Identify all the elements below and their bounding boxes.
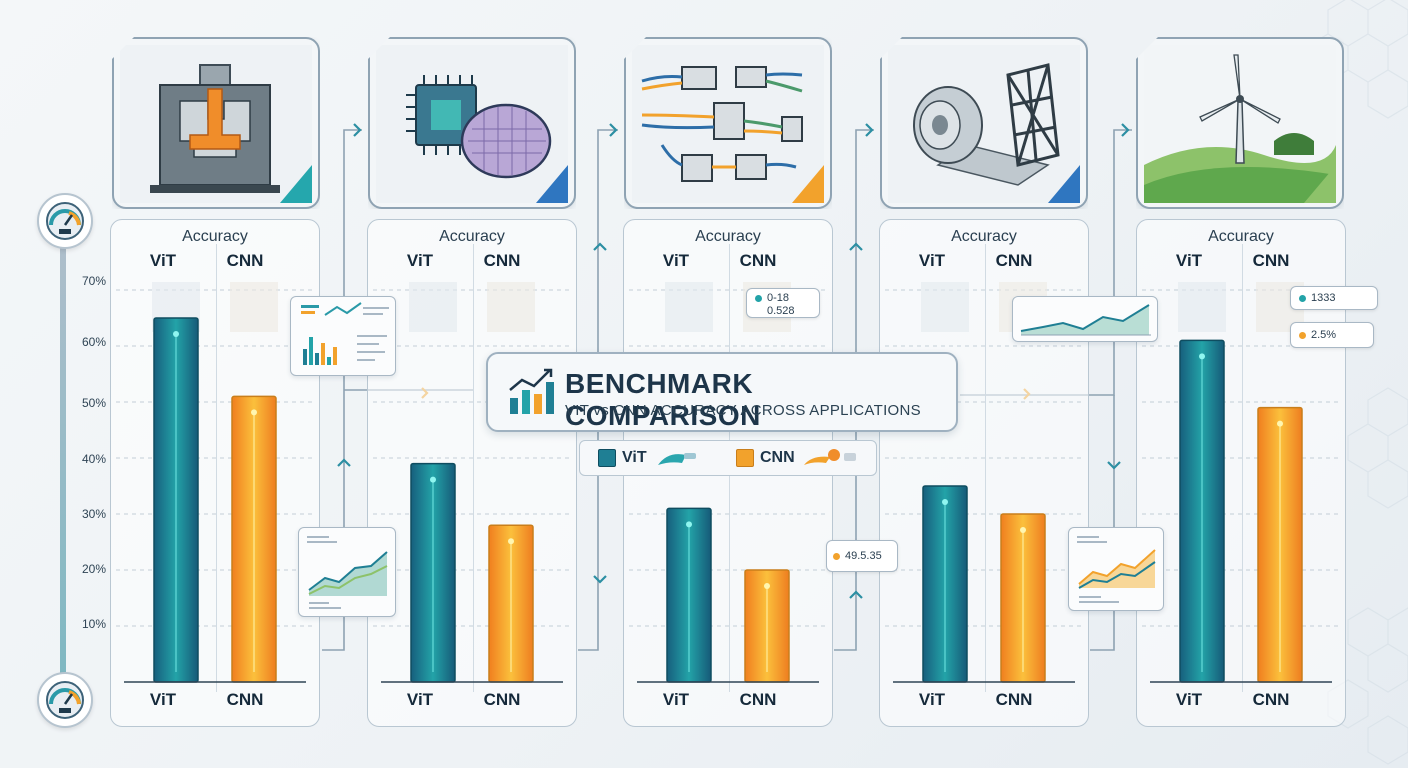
semiconductor-wafer-icon <box>368 37 576 209</box>
wind-turbine-icon <box>1136 37 1344 209</box>
title-box: BENCHMARK COMPARISON VIT vs CNN ACCURACY… <box>486 352 958 432</box>
tag-value: 1333 <box>1311 292 1336 304</box>
legend: ViT CNN <box>579 440 877 476</box>
accuracy-panel: Accuracy ViT CNN ViT CNN <box>879 219 1089 727</box>
cnn-bar-label: CNN <box>995 690 1033 709</box>
column-divider <box>473 244 474 692</box>
column-divider <box>1242 244 1243 692</box>
cnn-column-label: CNN <box>483 251 521 270</box>
mini-line-chart-card <box>1012 296 1158 342</box>
bar-backdrop <box>921 282 969 332</box>
vit-bar-label: ViT <box>918 690 946 709</box>
mini-area-chart-card <box>298 527 396 617</box>
accuracy-panel: Accuracy ViT CNN ViT CNN <box>110 219 320 727</box>
wire-harness-connectors-icon <box>624 37 832 209</box>
steel-coil-structure-icon <box>880 37 1088 209</box>
bar-top-dot <box>430 476 436 483</box>
vit-column-label: ViT <box>406 251 434 270</box>
swoosh-icon <box>658 453 696 465</box>
cnn-column-label: CNN <box>1252 251 1290 270</box>
bar-backdrop <box>487 282 535 332</box>
dot-icon <box>833 552 840 560</box>
y-tick-label: 30% <box>81 507 106 521</box>
progress-rail <box>60 246 66 676</box>
mini-bar-chart-card <box>290 296 396 376</box>
bar-top-dot <box>173 331 179 337</box>
tag-value: 49.5.35 <box>845 550 882 562</box>
bar-top-dot <box>508 538 514 545</box>
vit-bar-label: ViT <box>149 690 177 709</box>
panel-header: Accuracy <box>695 228 761 245</box>
tag-value: 2.5% <box>1311 329 1337 341</box>
tag-value: 0.528 <box>767 305 795 317</box>
bar-top-dot <box>1020 527 1026 533</box>
panel-header: Accuracy <box>439 228 505 245</box>
vit-column-label: ViT <box>149 251 177 270</box>
cnn-bar-label: CNN <box>739 690 777 709</box>
bar-top-dot <box>1277 420 1283 427</box>
chart-subtitle: VIT vs CNN ACCURACY ACROSS APPLICATIONS <box>565 402 921 419</box>
y-tick-label: 50% <box>81 396 106 410</box>
bar-top-dot <box>686 521 692 528</box>
cnn-column-label: CNN <box>995 251 1033 270</box>
panel-header: Accuracy <box>1208 228 1274 245</box>
y-tick-label: 10% <box>81 617 106 631</box>
vit-column-label: ViT <box>1175 251 1203 270</box>
y-tick-label: 20% <box>81 562 106 576</box>
legend-label-cnn: CNN <box>760 449 795 466</box>
y-tick-label: 60% <box>81 335 106 349</box>
cnn-column-label: CNN <box>739 251 777 270</box>
vit-column-label: ViT <box>918 251 946 270</box>
dot-icon <box>755 294 762 302</box>
column-divider <box>216 244 217 692</box>
mini-area-chart-card <box>1068 527 1164 611</box>
bar-top-dot <box>1199 353 1205 360</box>
bar-backdrop <box>409 282 457 332</box>
panel-header: Accuracy <box>951 228 1017 245</box>
bar-top-dot <box>764 583 770 589</box>
chart-title: BENCHMARK COMPARISON <box>565 368 761 431</box>
chart-growth-icon <box>509 368 554 414</box>
bar-backdrop <box>230 282 278 332</box>
bar-backdrop <box>1178 282 1226 332</box>
swoosh-icon <box>804 449 856 465</box>
data-tag: 0-18 0.528 <box>746 288 820 318</box>
y-tick-label: 70% <box>81 274 106 288</box>
column-divider <box>985 244 986 692</box>
hexagon-pattern <box>1307 0 1408 765</box>
tag-value: 0-18 <box>767 292 790 304</box>
bar-top-dot <box>942 499 948 505</box>
accuracy-panel: Accuracy ViT CNN ViT CNN <box>367 219 577 727</box>
panel-header: Accuracy <box>182 228 248 245</box>
legend-swatch-cnn <box>736 449 754 467</box>
data-tag: 49.5.35 <box>826 540 898 572</box>
data-tag: 2.5% <box>1290 322 1374 348</box>
cnn-bar-label: CNN <box>483 690 521 709</box>
gauge-icon <box>37 672 93 728</box>
data-tag: 1333 <box>1290 286 1378 310</box>
bar-backdrop <box>665 282 713 332</box>
legend-label-vit: ViT <box>622 449 647 466</box>
y-tick-label: 40% <box>81 452 106 466</box>
cnn-bar-label: CNN <box>1252 690 1290 709</box>
vit-bar-label: ViT <box>662 690 690 709</box>
dot-icon <box>1299 331 1306 339</box>
injection-molding-icon <box>112 37 320 209</box>
cnn-bar-label: CNN <box>226 690 264 709</box>
gauge-icon <box>37 193 93 249</box>
dot-icon <box>1299 294 1306 302</box>
vit-bar-label: ViT <box>406 690 434 709</box>
bar-top-dot <box>251 409 257 416</box>
vit-bar-label: ViT <box>1175 690 1203 709</box>
legend-swatch-vit <box>598 449 616 467</box>
vit-column-label: ViT <box>662 251 690 270</box>
cnn-column-label: CNN <box>226 251 264 270</box>
